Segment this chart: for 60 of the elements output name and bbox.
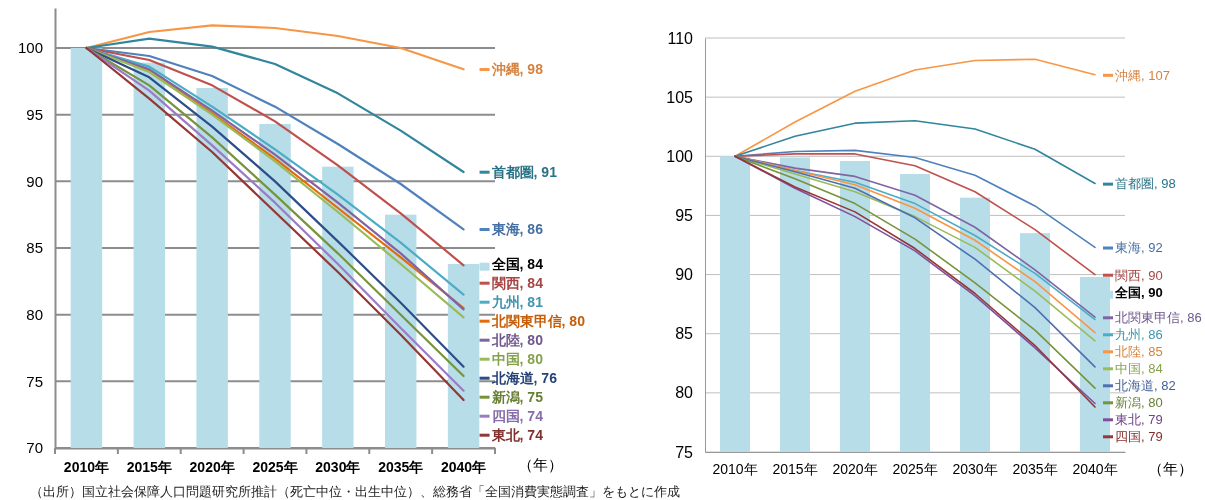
y-tick-label: 75 (26, 372, 43, 390)
x-tick-label: 2025年 (892, 460, 938, 477)
text: （出所）国立社会保障人口問題研究所推計（死亡中位・出生中位）、総務省「全国消費実態調査」をもとに作成 (30, 484, 680, 499)
y-tick-label: 85 (675, 325, 694, 343)
x-tick-label: 2015年 (772, 460, 818, 477)
legend-label: 東北, 74 (490, 427, 544, 443)
legend-label: 九州, 81 (490, 294, 544, 310)
x-tick-label: 2040年 (440, 458, 487, 475)
legend-label: 関西, 90 (1115, 267, 1163, 283)
x-tick-label: 2035年 (1012, 460, 1058, 477)
x-tick-label: 2040年 (1072, 460, 1118, 477)
legend-label: 北関東甲信, 80 (490, 313, 586, 329)
y-tick-label: 70 (26, 439, 43, 457)
x-tick-label: 2030年 (315, 458, 361, 475)
legend-label: 首都圏, 91 (490, 164, 558, 180)
y-tick-label: 100 (17, 39, 43, 57)
legend-label: 中国, 80 (491, 351, 544, 367)
legend-label: 全国, 90 (1114, 284, 1163, 300)
legend-label: 東海, 92 (1115, 240, 1163, 256)
legend-label: 全国, 84 (490, 256, 544, 272)
y-tick-label: 95 (26, 105, 43, 123)
legend-label: 北関東甲信, 86 (1115, 310, 1202, 326)
legend-label: 四国, 74 (491, 408, 544, 424)
legend-label: 沖縄, 98 (490, 61, 544, 78)
legend-label: 新潟, 80 (1115, 395, 1163, 411)
legend-label: 北海道, 82 (1115, 378, 1176, 394)
x-tick-label: 2010年 (63, 458, 110, 475)
line-series (734, 153, 1096, 276)
y-tick-label: 105 (666, 88, 694, 106)
x-tick-label: 2035年 (378, 458, 424, 475)
line-series (85, 24, 465, 71)
legend-label: 中国, 84 (1115, 361, 1163, 377)
x-tick-label: 2020年 (189, 458, 235, 475)
x-axis-title: （年） (517, 456, 563, 473)
y-tick-label: 110 (667, 29, 694, 47)
legend-label: 東海, 86 (490, 221, 544, 238)
y-tick-label: 80 (26, 305, 43, 323)
y-tick-label: 75 (675, 443, 694, 461)
legend-label: 四国, 79 (1115, 429, 1163, 445)
legend-label: 北陸, 85 (1115, 344, 1163, 360)
x-tick-label: 2020年 (832, 460, 878, 477)
y-tick-label: 90 (675, 266, 694, 284)
y-tick-label: 85 (26, 239, 43, 257)
y-tick-label: 95 (675, 207, 694, 225)
legend-label: 首都圏, 98 (1115, 176, 1176, 192)
x-tick-label: 2030年 (952, 460, 998, 477)
x-tick-label: 2010年 (712, 460, 758, 477)
legend-label: 九州, 86 (1115, 327, 1163, 343)
legend-label: 北陸, 80 (490, 332, 544, 348)
legend-label: 東北, 79 (1115, 412, 1163, 428)
legend-label: 新潟, 75 (490, 389, 544, 405)
x-tick-label: 2015年 (126, 458, 172, 475)
y-tick-label: 90 (26, 172, 43, 190)
legend-label: 北海道, 76 (490, 370, 558, 386)
legend-label: 沖縄, 107 (1115, 67, 1170, 83)
x-tick-label: 2025年 (252, 458, 298, 475)
legend-label: 関西, 84 (491, 275, 544, 291)
x-axis-title: （年） (1147, 460, 1193, 477)
y-tick-label: 80 (675, 384, 694, 402)
y-tick-label: 100 (666, 147, 694, 165)
